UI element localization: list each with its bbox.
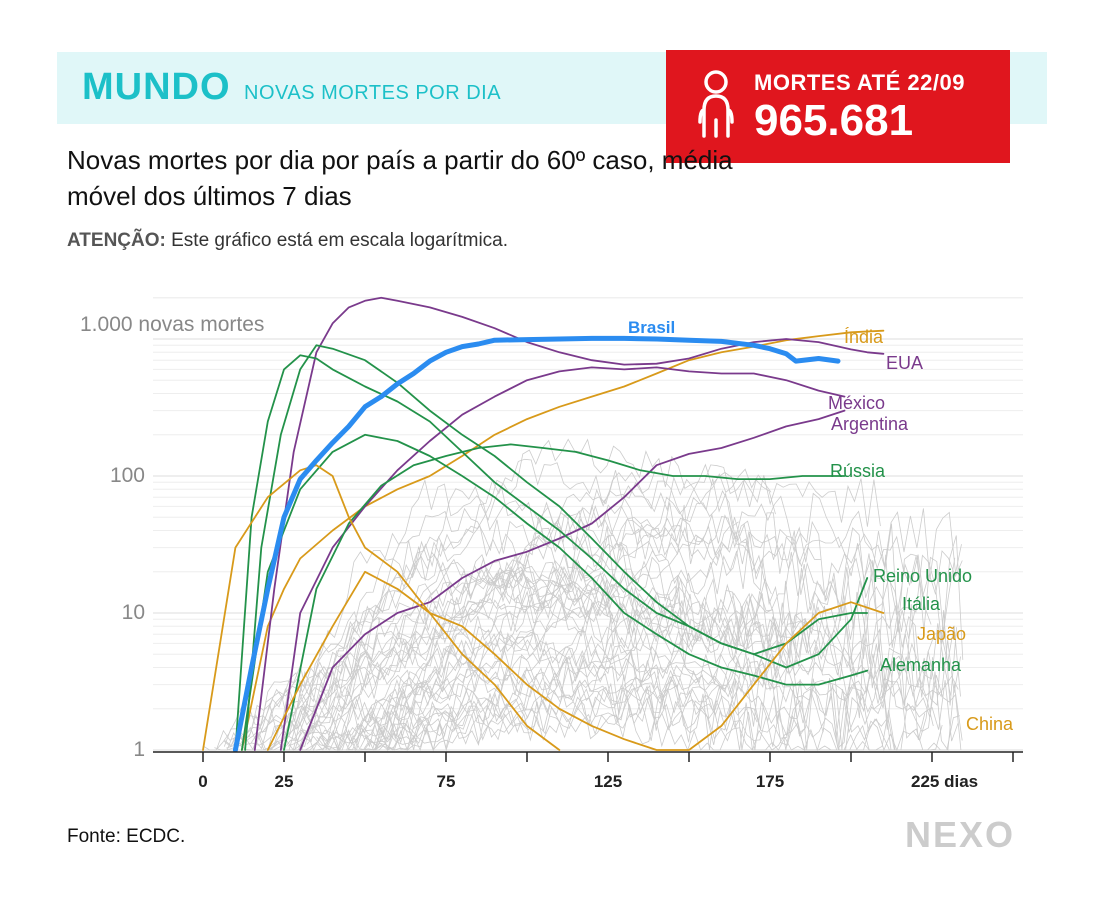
other-country-line (299, 590, 961, 751)
other-country-line (316, 463, 881, 751)
y-tick-label: 10 (122, 601, 145, 624)
other-country-line (372, 471, 963, 751)
nexo-logo: NEXO (905, 814, 1016, 855)
other-country-line (374, 662, 959, 752)
x-tick-label: 225 dias (911, 772, 978, 791)
y-tick-label: 100 (110, 464, 145, 487)
section-title: MUNDO (82, 66, 231, 108)
series-label-méxico: México (828, 393, 885, 413)
y-tick-label: 1.000 novas mortes (80, 313, 264, 336)
log-scale-note: ATENÇÃO: Este gráfico está em escala log… (67, 230, 508, 252)
series-label-rússia: Rússia (830, 461, 886, 481)
other-country-line (316, 614, 784, 752)
note-text: Este gráfico está em escala logarítmica. (165, 230, 509, 251)
other-country-line (254, 582, 684, 750)
series-line-brasil (232, 335, 841, 753)
other-country-line (202, 561, 593, 751)
series-label-eua: EUA (886, 353, 923, 373)
series-label-índia: Índia (844, 327, 884, 347)
other-country-line (283, 504, 752, 749)
other-country-line (287, 673, 943, 752)
other-country-line (216, 571, 820, 749)
series-label-brasil: Brasil (628, 318, 675, 337)
deaths-value: 965.681 (754, 96, 914, 145)
other-country-line (376, 516, 909, 740)
series-line-méxico (279, 366, 846, 751)
other-country-line (374, 600, 797, 751)
other-country-line (226, 524, 636, 751)
other-country-line (294, 639, 904, 751)
person-icon (698, 70, 734, 138)
note-label: ATENÇÃO: (67, 230, 166, 251)
other-country-line (301, 478, 964, 750)
other-country-line (360, 610, 828, 751)
series-label-itália: Itália (902, 594, 941, 614)
series-line-china (202, 464, 561, 751)
series-label-alemanha: Alemanha (880, 655, 962, 675)
deaths-total-box: MORTES ATÉ 22/09 965.681 (666, 50, 1010, 163)
x-tick-label: 25 (275, 772, 294, 791)
other-country-line (239, 458, 739, 751)
chart-subtitle: Novas mortes por dia por país a partir d… (67, 145, 733, 211)
other-country-line (305, 687, 908, 752)
series-line-reino-unido (244, 344, 869, 751)
series-line-rússia (283, 443, 846, 751)
other-country-line (374, 643, 959, 752)
other-country-line (321, 507, 932, 743)
x-tick-label: 125 (594, 772, 622, 791)
x-tick-label: 175 (756, 772, 784, 791)
series-line-índia (240, 329, 885, 751)
series-label-china: China (966, 714, 1014, 734)
x-tick-label: 75 (437, 772, 456, 791)
series-line-argentina (299, 409, 846, 751)
series-line-itália (234, 354, 869, 751)
source-note: Fonte: ECDC. (67, 826, 186, 847)
other-country-line (347, 519, 822, 751)
other-country-line (224, 438, 776, 747)
other-country-line (233, 648, 934, 751)
series-label-japão: Japão (917, 624, 966, 644)
y-tick-label: 1 (133, 738, 145, 761)
section-subtitle: NOVAS MORTES POR DIA (244, 82, 502, 104)
other-country-line (223, 566, 620, 747)
deaths-label: MORTES ATÉ 22/09 (754, 70, 965, 95)
series-line-alemanha (240, 433, 869, 751)
x-tick-label: 0 (198, 772, 207, 791)
series-label-argentina: Argentina (831, 414, 909, 434)
other-country-line (293, 630, 728, 751)
other-country-line (250, 583, 952, 751)
series-label-reino-unido: Reino Unido (873, 566, 972, 586)
other-country-line (261, 484, 956, 751)
other-country-line (264, 694, 758, 752)
series-line-japão (266, 570, 885, 751)
other-country-line (345, 515, 962, 751)
